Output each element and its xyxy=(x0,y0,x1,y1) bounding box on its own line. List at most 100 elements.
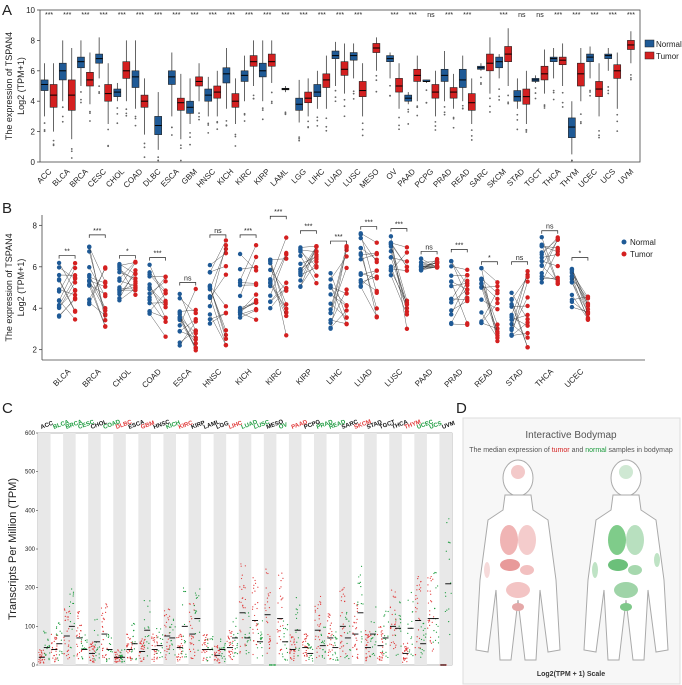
panel-c-tumor-point xyxy=(203,642,205,644)
panel-c-normal-point xyxy=(360,585,362,588)
panel-c-category-label: HNSC xyxy=(153,419,172,431)
panel-a-box xyxy=(467,93,476,111)
panel-c-tumor-point xyxy=(116,653,118,655)
panel-c-normal-point xyxy=(120,652,122,654)
panel-c-tumor-point xyxy=(164,634,166,636)
panel-c-normal-point xyxy=(73,622,75,625)
panel-b-pair-line xyxy=(209,313,226,320)
panel-c-tumor-point xyxy=(267,572,269,575)
panel-c-normal-point xyxy=(207,647,209,649)
panel-a-box xyxy=(586,53,594,62)
panel-c-tumor-point xyxy=(368,635,370,637)
panel-c-tumor-point xyxy=(291,644,293,646)
panel-c-tumor-point xyxy=(240,577,243,580)
panel-c-tumor-point xyxy=(253,614,256,617)
panel-a-outlier xyxy=(398,124,400,127)
panel-b-pair-line xyxy=(360,248,377,318)
panel-b-pair-line xyxy=(270,237,287,280)
panel-a-outlier xyxy=(343,105,346,108)
panel-b-normal-point xyxy=(207,312,213,317)
panel-b-bracket xyxy=(239,234,257,238)
panel-c-tumor-point xyxy=(415,598,417,600)
panel-b-pair-line xyxy=(451,323,468,325)
panel-c-tumor-point xyxy=(432,648,434,650)
panel-c-tumor-point xyxy=(404,650,406,652)
panel-c-normal-point xyxy=(47,639,49,641)
panel-b-normal-point xyxy=(237,308,243,314)
panel-c-tumor-point xyxy=(430,575,432,578)
panel-b-tumor-point xyxy=(72,295,78,301)
normal-body-figure[interactable] xyxy=(583,459,669,661)
panel-c-tumor-point xyxy=(139,657,141,659)
panel-c-category-label: COAD xyxy=(103,419,122,431)
panel-b-normal-point xyxy=(328,277,333,282)
panel-a-outlier xyxy=(516,119,519,121)
panel-c-normal-point xyxy=(81,647,83,650)
panel-c-tumor-point xyxy=(265,587,267,589)
panel-b-normal-point xyxy=(539,244,544,249)
tumor-body-figure[interactable] xyxy=(475,459,561,661)
panel-c-normal-point xyxy=(147,626,149,628)
panel-c-tumor-point xyxy=(231,658,234,661)
panel-c-normal-point xyxy=(381,650,384,652)
panel-c-tumor-point xyxy=(414,606,417,609)
panel-b-pair-line xyxy=(119,283,136,293)
panel-c-tumor-point xyxy=(254,590,256,592)
panel-a-outlier xyxy=(480,82,482,84)
panel-c-tumor-point xyxy=(278,630,280,632)
panel-c-tumor-point xyxy=(293,652,295,655)
panel-b-tumor-point xyxy=(253,264,259,270)
panel-a-box xyxy=(331,50,340,59)
panel-c-category-label: UVM xyxy=(441,421,456,431)
panel-c-tumor-point xyxy=(101,649,104,652)
panel-a-outlier xyxy=(61,120,64,123)
panel-c-normal-point xyxy=(398,625,400,627)
panel-c-normal-point xyxy=(334,644,336,646)
panel-a-box xyxy=(58,62,67,81)
panel-c-normal-point xyxy=(295,613,297,616)
panel-c-normal-point xyxy=(435,631,438,633)
panel-c-tumor-point xyxy=(102,655,104,657)
panel-c-tumor-point xyxy=(153,660,155,662)
panel-b-tumor-point xyxy=(223,328,229,333)
panel-a-outlier xyxy=(375,74,378,77)
panel-b-pair-line xyxy=(58,297,76,317)
panel-b-pair-line xyxy=(149,288,166,308)
panel-c-tumor-point xyxy=(167,608,170,610)
panel-b-tumor-point xyxy=(223,332,229,338)
panel-c-tumor-point xyxy=(406,661,408,663)
panel-b-pair-line xyxy=(390,242,407,248)
panel-b-pair-line xyxy=(89,280,106,311)
panel-c-tumor-point xyxy=(317,604,319,606)
panel-c-normal-point xyxy=(206,656,208,659)
panel-c-normal-point xyxy=(96,618,98,621)
panel-c-tumor-point xyxy=(356,656,358,658)
panel-c-band xyxy=(439,433,452,665)
panel-c-normal-point xyxy=(162,638,164,640)
panel-c-normal-point xyxy=(168,648,171,650)
panel-c-tumor-point xyxy=(117,649,119,651)
panel-c-band xyxy=(314,433,327,665)
panel-c-tumor-point xyxy=(204,644,206,646)
panel-c-tumor-point xyxy=(76,655,78,657)
panel-a-outlier xyxy=(507,101,510,104)
panel-a-outlier xyxy=(134,117,137,120)
panel-b-ytick-label: 4 xyxy=(33,304,38,313)
panel-c-tumor-point xyxy=(340,635,342,637)
panel-a-outlier xyxy=(443,106,446,108)
panel-b-pair-line xyxy=(330,287,347,306)
panel-a-outlier xyxy=(516,128,519,131)
panel-c-normal-point xyxy=(95,649,98,651)
panel-c-tumor-point xyxy=(190,657,192,659)
panel-c-tumor-point xyxy=(78,651,81,654)
panel-c-normal-point xyxy=(131,650,133,652)
panel-b-normal-point xyxy=(298,261,303,266)
panel-c-normal-point xyxy=(71,628,73,630)
panel-c-tumor-point xyxy=(241,637,243,639)
panel-c-tumor-point xyxy=(193,609,195,611)
panel-c-normal-point xyxy=(282,656,284,658)
panel-c-normal-point xyxy=(337,658,339,660)
tumor-colon xyxy=(506,582,530,598)
panel-c-tumor-point xyxy=(80,641,82,643)
panel-c-ytick-label: 300 xyxy=(25,547,36,553)
